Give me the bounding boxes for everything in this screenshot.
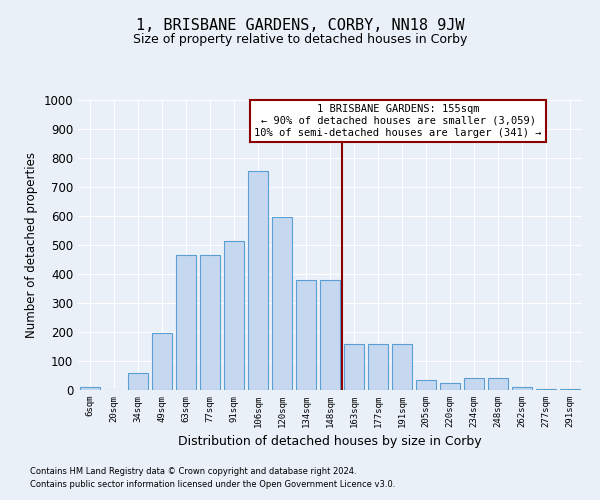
Text: 1, BRISBANE GARDENS, CORBY, NN18 9JW: 1, BRISBANE GARDENS, CORBY, NN18 9JW [136, 18, 464, 32]
Bar [392, 344, 412, 390]
Y-axis label: Number of detached properties: Number of detached properties [25, 152, 38, 338]
Text: Contains public sector information licensed under the Open Government Licence v3: Contains public sector information licen… [30, 480, 395, 489]
Bar [296, 280, 316, 390]
Bar [512, 387, 532, 390]
Bar [320, 280, 340, 390]
Bar [248, 171, 268, 390]
Bar [368, 344, 388, 390]
Bar [176, 255, 196, 390]
Bar [80, 387, 100, 390]
Bar [128, 372, 148, 390]
Bar [200, 255, 220, 390]
Text: Size of property relative to detached houses in Corby: Size of property relative to detached ho… [133, 32, 467, 46]
Bar [536, 388, 556, 390]
Text: Contains HM Land Registry data © Crown copyright and database right 2024.: Contains HM Land Registry data © Crown c… [30, 467, 356, 476]
Bar [560, 389, 580, 390]
Bar [464, 378, 484, 390]
Bar [152, 334, 172, 390]
Bar [224, 240, 244, 390]
Bar [344, 344, 364, 390]
Text: 1 BRISBANE GARDENS: 155sqm
← 90% of detached houses are smaller (3,059)
10% of s: 1 BRISBANE GARDENS: 155sqm ← 90% of deta… [254, 104, 542, 138]
Bar [416, 380, 436, 390]
Bar [488, 378, 508, 390]
Bar [440, 383, 460, 390]
Bar [272, 218, 292, 390]
X-axis label: Distribution of detached houses by size in Corby: Distribution of detached houses by size … [178, 436, 482, 448]
